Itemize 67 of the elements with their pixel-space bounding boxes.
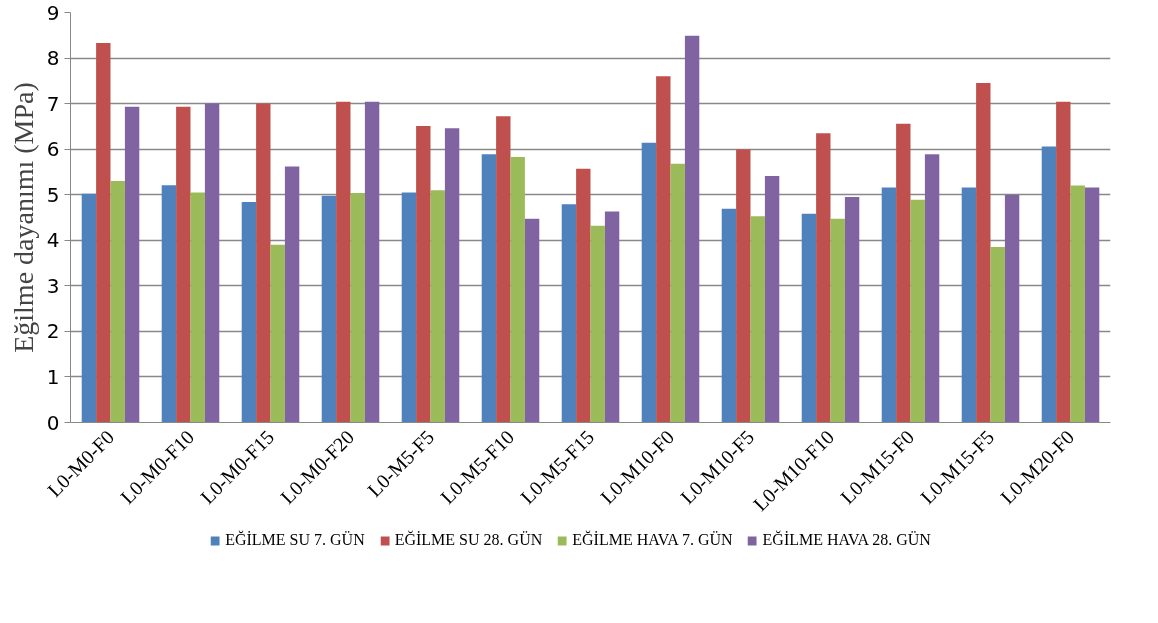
y-tick-label: 0 — [46, 410, 60, 435]
y-tick-label: 9 — [46, 0, 60, 25]
bar — [321, 195, 337, 423]
y-tick-label: 3 — [46, 273, 60, 298]
y-axis-title: Eğilme dayanımı (MPa) — [7, 82, 39, 353]
bar — [604, 211, 620, 423]
bar — [750, 216, 765, 423]
bar — [801, 213, 817, 423]
bar — [81, 193, 97, 423]
bar — [510, 156, 525, 423]
legend-label: EĞİLME SU 28. GÜN — [394, 531, 543, 549]
bar — [990, 247, 1005, 423]
bar — [256, 103, 271, 423]
bar — [816, 133, 831, 423]
bar — [641, 142, 657, 423]
bar — [161, 185, 177, 423]
bar — [481, 154, 497, 423]
legend-label: EĞİLME SU 7. GÜN — [225, 531, 365, 549]
bar — [1070, 185, 1085, 423]
bar — [270, 244, 285, 423]
bar — [176, 106, 191, 423]
bar — [444, 128, 460, 423]
bar — [204, 103, 220, 423]
bar — [1004, 194, 1020, 423]
bar — [976, 83, 991, 423]
y-tick-label: 1 — [46, 364, 60, 389]
bar — [524, 218, 540, 423]
bar — [124, 106, 140, 423]
bar — [1056, 101, 1071, 423]
bar — [924, 154, 940, 423]
bar — [110, 181, 125, 423]
bar — [656, 76, 671, 423]
bar — [590, 225, 605, 423]
bar — [350, 192, 365, 423]
y-tick-label: 5 — [46, 182, 60, 207]
bar — [764, 176, 780, 423]
bar — [561, 204, 577, 423]
bar — [881, 187, 897, 423]
bar — [496, 116, 511, 423]
bar — [896, 123, 911, 423]
y-tick-label: 2 — [46, 319, 60, 344]
bar — [684, 35, 700, 423]
bar — [910, 199, 925, 423]
bar — [830, 218, 845, 423]
bar — [96, 43, 111, 423]
bar — [416, 125, 431, 423]
bar — [1084, 187, 1100, 423]
bar — [844, 197, 860, 423]
bar — [961, 187, 977, 423]
bar — [241, 202, 257, 423]
bar — [670, 163, 685, 423]
bar — [284, 166, 300, 423]
bar — [736, 149, 751, 423]
bar — [430, 190, 445, 423]
bar — [576, 168, 591, 423]
bar — [336, 101, 351, 423]
bar — [401, 192, 417, 423]
bar — [1041, 146, 1057, 423]
legend-label: EĞİLME HAVA 28. GÜN — [762, 531, 931, 549]
y-tick-label: 4 — [46, 228, 60, 253]
bar — [721, 208, 737, 423]
y-tick-label: 6 — [46, 137, 60, 162]
y-tick-label: 8 — [46, 46, 60, 71]
y-tick-label: 7 — [46, 91, 60, 116]
bar — [364, 101, 380, 423]
bar — [190, 192, 205, 423]
legend-label: EĞİLME HAVA 7. GÜN — [572, 531, 733, 549]
